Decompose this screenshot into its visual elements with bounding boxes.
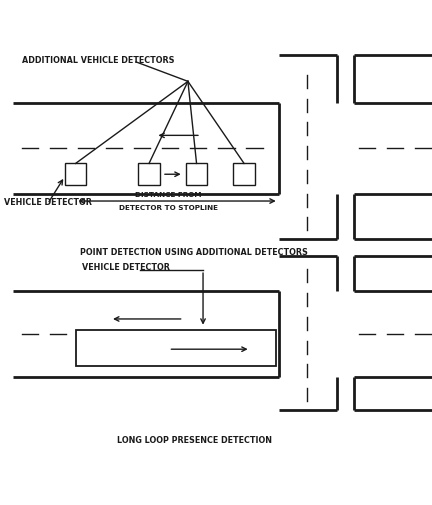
- Bar: [186, 164, 207, 186]
- Text: DETECTOR TO STOPLINE: DETECTOR TO STOPLINE: [119, 205, 218, 211]
- Text: VEHICLE DETECTOR: VEHICLE DETECTOR: [4, 198, 92, 207]
- Bar: [76, 330, 276, 367]
- Bar: [233, 164, 255, 186]
- Text: POINT DETECTION USING ADDITIONAL DETECTORS: POINT DETECTION USING ADDITIONAL DETECTO…: [80, 248, 308, 257]
- Text: VEHICLE DETECTOR: VEHICLE DETECTOR: [82, 263, 170, 272]
- Bar: [138, 164, 160, 186]
- Text: DISTANCE FROM: DISTANCE FROM: [135, 192, 202, 198]
- Text: ADDITIONAL VEHICLE DETECTORS: ADDITIONAL VEHICLE DETECTORS: [22, 56, 174, 65]
- Text: LONG LOOP PRESENCE DETECTION: LONG LOOP PRESENCE DETECTION: [117, 435, 272, 444]
- Bar: [65, 164, 86, 186]
